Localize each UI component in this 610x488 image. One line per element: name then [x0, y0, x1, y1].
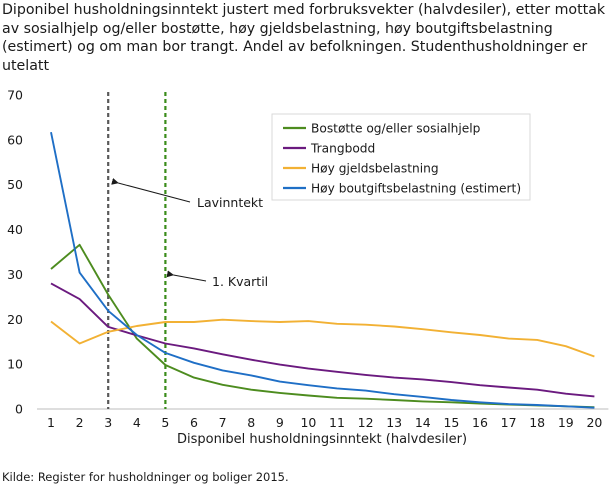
x-tick-label: 5 — [161, 415, 169, 430]
legend-entry: Høy boutgiftsbelastning (estimert) — [311, 182, 521, 196]
annotation-label: 1. Kvartil — [212, 274, 268, 289]
y-tick-label: 70 — [7, 88, 23, 103]
x-tick-label: 20 — [586, 415, 602, 430]
x-tick-label: 13 — [386, 415, 402, 430]
annotation-label: Lavinntekt — [197, 195, 263, 210]
series-line — [50, 318, 595, 358]
x-tick-label: 7 — [219, 415, 227, 430]
reference-lines: Lavinntekt 1. Kvartil — [107, 92, 268, 409]
x-tick-label: 17 — [501, 415, 517, 430]
series-line — [50, 132, 595, 409]
x-tick-label: 18 — [529, 415, 545, 430]
x-tick-label: 1 — [47, 415, 55, 430]
x-tick-label: 6 — [190, 415, 198, 430]
legend-entry: Trangbodd — [310, 142, 375, 156]
chart-title: Diponibel husholdningsinntekt justert me… — [2, 2, 606, 74]
annotation-arrow — [111, 178, 191, 203]
x-tick-label: 11 — [329, 415, 345, 430]
x-tick-label: 16 — [472, 415, 488, 430]
x-axis-label: Disponibel husholdningsinntekt (halvdesi… — [177, 432, 467, 447]
y-tick-label: 10 — [7, 357, 23, 372]
y-tick-label: 20 — [7, 312, 23, 327]
legend: Bostøtte og/eller sosialhjelp Trangbodd Hø… — [271, 113, 531, 201]
series-line — [50, 282, 595, 398]
y-tick-label: 40 — [7, 222, 23, 237]
y-tick-label: 0 — [15, 402, 23, 417]
x-tick-label: 8 — [247, 415, 255, 430]
x-tick-label: 14 — [415, 415, 431, 430]
x-tick-label: 4 — [133, 415, 141, 430]
x-tick-label: 10 — [300, 415, 316, 430]
legend-entry: Høy gjeldsbelastning — [311, 162, 439, 176]
x-tick-label: 12 — [358, 415, 374, 430]
y-tick-label: 50 — [7, 177, 23, 192]
legend-entry: Bostøtte og/eller sosialhjelp — [311, 122, 481, 136]
x-tick-label: 19 — [558, 415, 574, 430]
x-tick-label: 2 — [76, 415, 84, 430]
x-tick-label: 3 — [104, 415, 112, 430]
y-tick-label: 60 — [7, 132, 23, 147]
x-tick-label: 15 — [443, 415, 459, 430]
series-lines — [50, 132, 595, 409]
annotation-arrow — [166, 270, 207, 282]
y-tick-label: 30 — [7, 267, 23, 282]
source-note: Kilde: Register for husholdninger og bol… — [2, 470, 289, 484]
legend-box — [271, 113, 531, 201]
x-tick-label: 9 — [276, 415, 284, 430]
